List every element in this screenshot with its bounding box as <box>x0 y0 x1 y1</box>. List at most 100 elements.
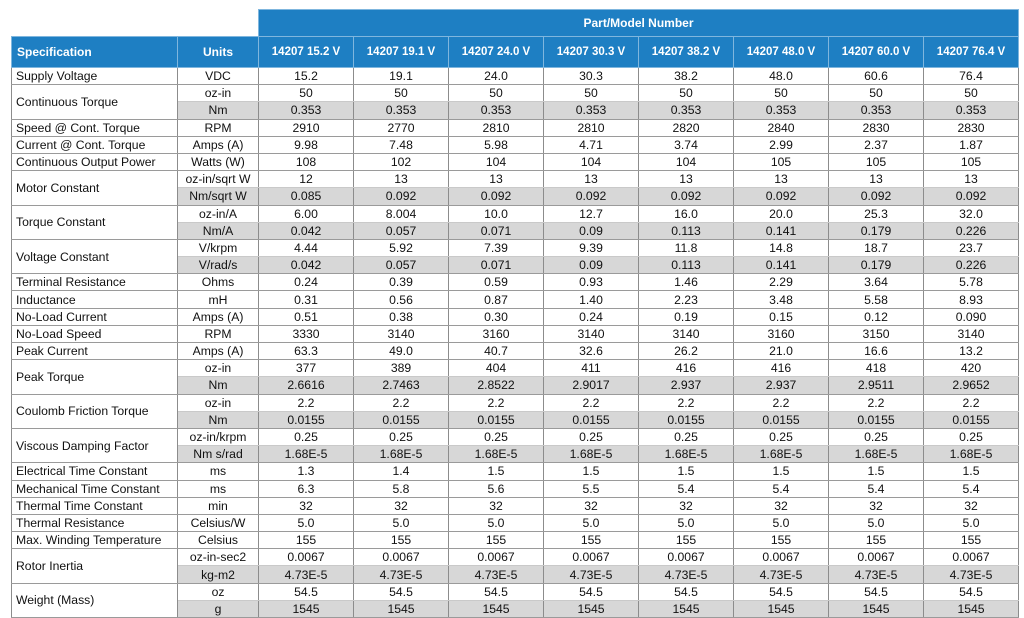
value-cell: 32 <box>353 496 449 515</box>
value-cell: 105 <box>828 152 924 172</box>
value-cell: 3.74 <box>638 135 734 154</box>
value-cell: 3160 <box>733 324 829 344</box>
value-cell: 5.0 <box>638 513 734 533</box>
value-cell: 420 <box>922 359 1020 378</box>
value-cell: 0.179 <box>828 256 924 275</box>
value-cell: 7.48 <box>353 135 449 154</box>
value-cell: 0.042 <box>258 221 354 240</box>
model-column-header: 14207 48.0 V <box>733 36 829 68</box>
value-cell: 50 <box>733 84 829 103</box>
value-cell: 5.78 <box>922 273 1020 292</box>
value-cell: 13 <box>448 170 544 189</box>
value-cell: 16.0 <box>638 204 734 223</box>
value-cell: 5.4 <box>828 479 924 498</box>
value-cell: 0.0155 <box>353 410 449 429</box>
value-cell: 155 <box>828 531 924 550</box>
value-cell: 2.8522 <box>448 376 544 395</box>
unit-cell: RPM <box>177 118 259 137</box>
value-cell: 1.3 <box>258 462 354 481</box>
value-cell: 0.0067 <box>922 548 1020 567</box>
unit-cell: oz-in/A <box>177 204 259 223</box>
value-cell: 411 <box>543 359 639 378</box>
spec-label: Torque Constant <box>11 204 178 240</box>
value-cell: 155 <box>258 531 354 550</box>
value-cell: 0.141 <box>733 221 829 240</box>
value-cell: 3.48 <box>733 290 829 309</box>
value-cell: 5.0 <box>258 513 354 533</box>
model-column-header: 14207 30.3 V <box>543 36 639 68</box>
value-cell: 0.353 <box>258 101 354 120</box>
value-cell: 2.23 <box>638 290 734 309</box>
unit-cell: oz-in <box>177 84 259 103</box>
value-cell: 104 <box>638 152 734 172</box>
value-cell: 54.5 <box>828 582 924 601</box>
model-column-header: 14207 38.2 V <box>638 36 734 68</box>
value-cell: 3140 <box>638 324 734 344</box>
value-cell: 14.8 <box>733 238 829 258</box>
value-cell: 4.73E-5 <box>258 565 354 584</box>
value-cell: 155 <box>448 531 544 550</box>
value-cell: 4.73E-5 <box>828 565 924 584</box>
header-row-group: Part/Model Number <box>11 9 1020 37</box>
value-cell: 104 <box>543 152 639 172</box>
value-cell: 155 <box>733 531 829 550</box>
value-cell: 18.7 <box>828 238 924 258</box>
value-cell: 3150 <box>828 324 924 344</box>
unit-cell: RPM <box>177 324 259 344</box>
value-cell: 23.7 <box>922 238 1020 258</box>
value-cell: 105 <box>922 152 1020 172</box>
value-cell: 54.5 <box>733 582 829 601</box>
value-cell: 1545 <box>733 599 829 618</box>
value-cell: 102 <box>353 152 449 172</box>
value-cell: 0.30 <box>448 307 544 326</box>
value-cell: 0.353 <box>922 101 1020 120</box>
value-cell: 0.0067 <box>638 548 734 567</box>
value-cell: 4.71 <box>543 135 639 154</box>
value-cell: 0.042 <box>258 256 354 275</box>
value-cell: 20.0 <box>733 204 829 223</box>
value-cell: 2910 <box>258 118 354 137</box>
table-row: Speed @ Cont. Torque RPM 2910 2770 2810 2810 2… <box>11 118 1020 137</box>
spec-label: Thermal Time Constant <box>11 496 178 515</box>
value-cell: 13 <box>922 170 1020 189</box>
spec-label: Viscous Damping Factor <box>11 427 178 464</box>
unit-cell: oz-in/sqrt W <box>177 170 259 189</box>
value-cell: 11.8 <box>638 238 734 258</box>
value-cell: 3330 <box>258 324 354 344</box>
value-cell: 2770 <box>353 118 449 137</box>
value-cell: 0.226 <box>922 256 1020 275</box>
value-cell: 5.0 <box>922 513 1020 533</box>
model-column-header: 14207 15.2 V <box>258 36 354 68</box>
value-cell: 418 <box>828 359 924 378</box>
unit-cell: V/rad/s <box>177 256 259 275</box>
value-cell: 0.0155 <box>448 410 544 429</box>
value-cell: 40.7 <box>448 341 544 361</box>
spec-table-container: Part/Model Number Specification Units 14… <box>11 9 1020 618</box>
value-cell: 5.92 <box>353 238 449 258</box>
value-cell: 5.0 <box>353 513 449 533</box>
value-cell: 50 <box>353 84 449 103</box>
unit-cell: Nm/A <box>177 221 259 240</box>
value-cell: 0.0155 <box>828 410 924 429</box>
value-cell: 0.353 <box>448 101 544 120</box>
value-cell: 32.6 <box>543 341 639 361</box>
value-cell: 0.092 <box>922 187 1020 206</box>
value-cell: 0.092 <box>828 187 924 206</box>
value-cell: 3160 <box>448 324 544 344</box>
unit-cell: oz-in/krpm <box>177 427 259 447</box>
value-cell: 0.0155 <box>258 410 354 429</box>
value-cell: 2830 <box>922 118 1020 137</box>
value-cell: 1.68E-5 <box>448 445 544 464</box>
value-cell: 1545 <box>828 599 924 618</box>
value-cell: 155 <box>638 531 734 550</box>
table-row: Peak Current Amps (A) 63.3 49.0 40.7 32.6 26.2… <box>11 341 1020 361</box>
value-cell: 0.25 <box>258 427 354 447</box>
value-cell: 48.0 <box>733 66 829 86</box>
value-cell: 0.12 <box>828 307 924 326</box>
value-cell: 2830 <box>828 118 924 137</box>
model-column-header: 14207 76.4 V <box>922 36 1020 68</box>
unit-cell: VDC <box>177 66 259 86</box>
value-cell: 0.092 <box>733 187 829 206</box>
value-cell: 1545 <box>638 599 734 618</box>
value-cell: 0.0067 <box>353 548 449 567</box>
